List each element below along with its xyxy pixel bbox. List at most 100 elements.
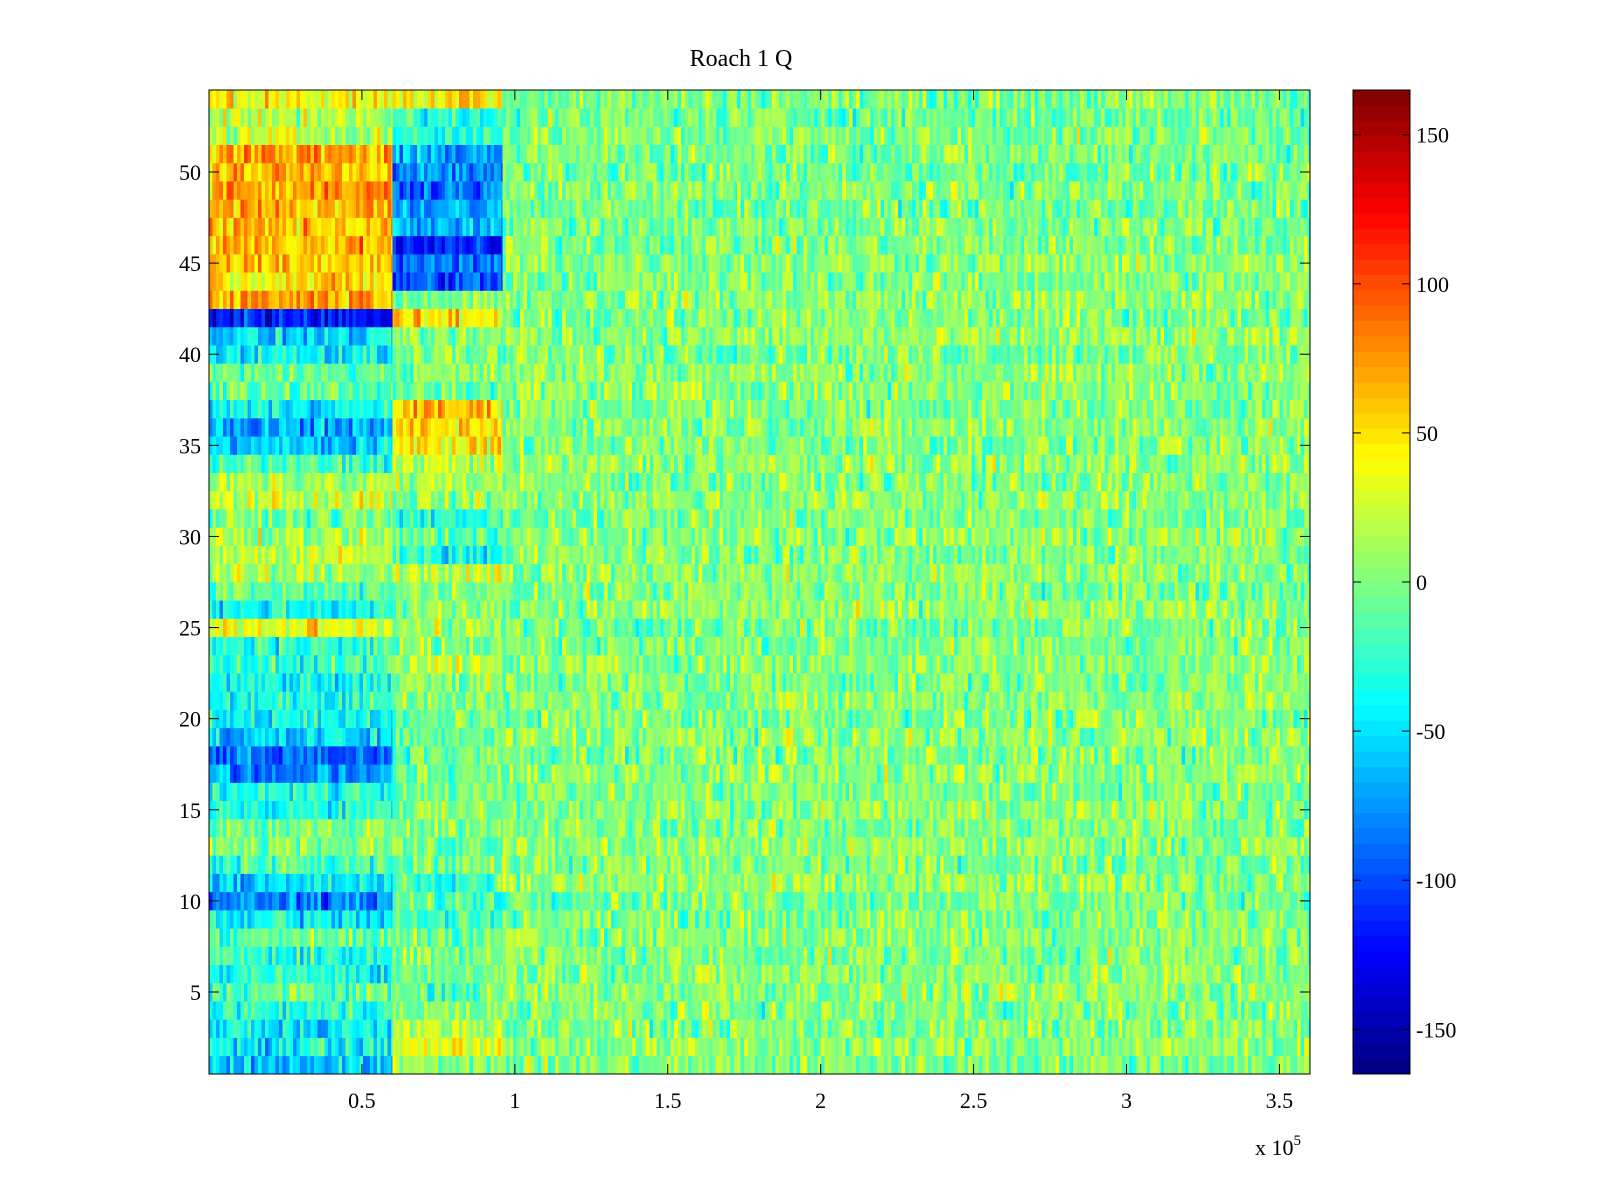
heatmap-cell (254, 545, 259, 565)
heatmap-cell (399, 691, 404, 710)
heatmap-cell (338, 818, 343, 838)
heatmap-cell (476, 345, 481, 364)
heatmap-cell (497, 764, 502, 783)
heatmap-cell (338, 162, 343, 182)
heatmap-cell (307, 764, 311, 783)
heatmap-cell (226, 563, 231, 583)
heatmap-cell (455, 363, 460, 382)
heatmap-cell (303, 472, 308, 492)
heatmap-cell (237, 399, 241, 419)
heatmap-cell (476, 891, 481, 911)
heatmap-cell (373, 454, 378, 474)
heatmap-cell (237, 199, 241, 218)
heatmap-cell (237, 782, 241, 802)
heatmap-cell (359, 235, 364, 255)
heatmap-cell (342, 490, 346, 510)
heatmap-cell (258, 162, 262, 182)
heatmap-cell (300, 290, 304, 310)
heatmap-cell (438, 199, 442, 218)
heatmap-cell (406, 837, 411, 856)
heatmap-cell (230, 126, 234, 146)
heatmap-cell (296, 326, 301, 346)
heatmap-cell (289, 873, 294, 893)
heatmap-cell (230, 472, 234, 492)
heatmap-cell (335, 800, 339, 820)
heatmap-cell (268, 90, 273, 109)
heatmap-cell (796, 1055, 801, 1075)
heatmap-cell (223, 782, 227, 802)
heatmap-cell (420, 910, 425, 929)
heatmap-cell (1087, 1037, 1091, 1057)
heatmap-cell (434, 418, 439, 437)
heatmap-cell (502, 1055, 507, 1075)
heatmap-cell (396, 272, 400, 291)
heatmap-cell (448, 910, 453, 929)
heatmap-cell (335, 308, 339, 328)
heatmap-cell (261, 837, 266, 856)
heatmap-cell (406, 381, 411, 401)
heatmap-cell (399, 746, 404, 765)
heatmap-cell (293, 308, 297, 328)
heatmap-cell (345, 964, 350, 984)
heatmap-cell (1276, 1055, 1280, 1075)
heatmap-cell (317, 746, 322, 765)
heatmap-cell (356, 326, 360, 346)
heatmap-cell (300, 1019, 304, 1038)
heatmap-cell (209, 272, 213, 291)
heatmap-cell (247, 1037, 252, 1057)
heatmap-cell (282, 454, 287, 474)
heatmap-cell (476, 928, 481, 947)
heatmap-cell (501, 144, 503, 164)
heatmap-cell (279, 928, 283, 947)
heatmap-cell (342, 126, 346, 146)
heatmap-cell (506, 1037, 510, 1057)
heatmap-cell (244, 946, 248, 966)
heatmap-cell (452, 162, 456, 182)
heatmap-cell (352, 891, 357, 911)
heatmap-cell (919, 1037, 923, 1057)
heatmap-cell (342, 1037, 346, 1057)
heatmap-cell (420, 345, 425, 364)
heatmap-cell (216, 910, 220, 929)
heatmap-cell (272, 126, 276, 146)
heatmap-cell (342, 800, 346, 820)
heatmap-cell (233, 855, 238, 874)
heatmap-cell (483, 746, 488, 765)
heatmap-cell (377, 472, 381, 492)
heatmap-cell (814, 1055, 818, 1075)
heatmap-cell (494, 636, 498, 656)
heatmap-cell (494, 746, 498, 765)
heatmap-cell (244, 654, 248, 674)
heatmap-cell (307, 618, 311, 638)
heatmap-cell (733, 1037, 738, 1057)
heatmap-cell (501, 199, 503, 218)
heatmap-cell (487, 363, 491, 382)
heatmap-cell (279, 490, 283, 510)
heatmap-cell (445, 1037, 449, 1057)
heatmap-cell (473, 982, 477, 1002)
heatmap-cell (838, 1037, 843, 1057)
heatmap-cell (434, 800, 439, 820)
heatmap-cell (396, 363, 400, 382)
heatmap-cell (501, 308, 503, 328)
heatmap-cell (300, 982, 304, 1002)
heatmap-cell (480, 928, 484, 947)
heatmap-cell (226, 910, 231, 929)
heatmap-cell (473, 618, 477, 638)
heatmap-cell (303, 928, 308, 947)
heatmap-cell (328, 509, 332, 528)
heatmap-cell (448, 727, 453, 747)
heatmap-cell (258, 764, 262, 783)
heatmap-cell (268, 1019, 273, 1038)
heatmap-cell (296, 418, 301, 437)
heatmap-cell (240, 837, 245, 856)
heatmap-cell (441, 691, 446, 710)
heatmap-cell (494, 673, 498, 692)
heatmap-cell (216, 363, 220, 382)
heatmap-cell (352, 181, 357, 200)
heatmap-cell (240, 764, 245, 783)
heatmap-cell (438, 217, 442, 237)
heatmap-cell (212, 235, 217, 255)
heatmap-cell (469, 108, 474, 127)
heatmap-cell (349, 746, 353, 765)
